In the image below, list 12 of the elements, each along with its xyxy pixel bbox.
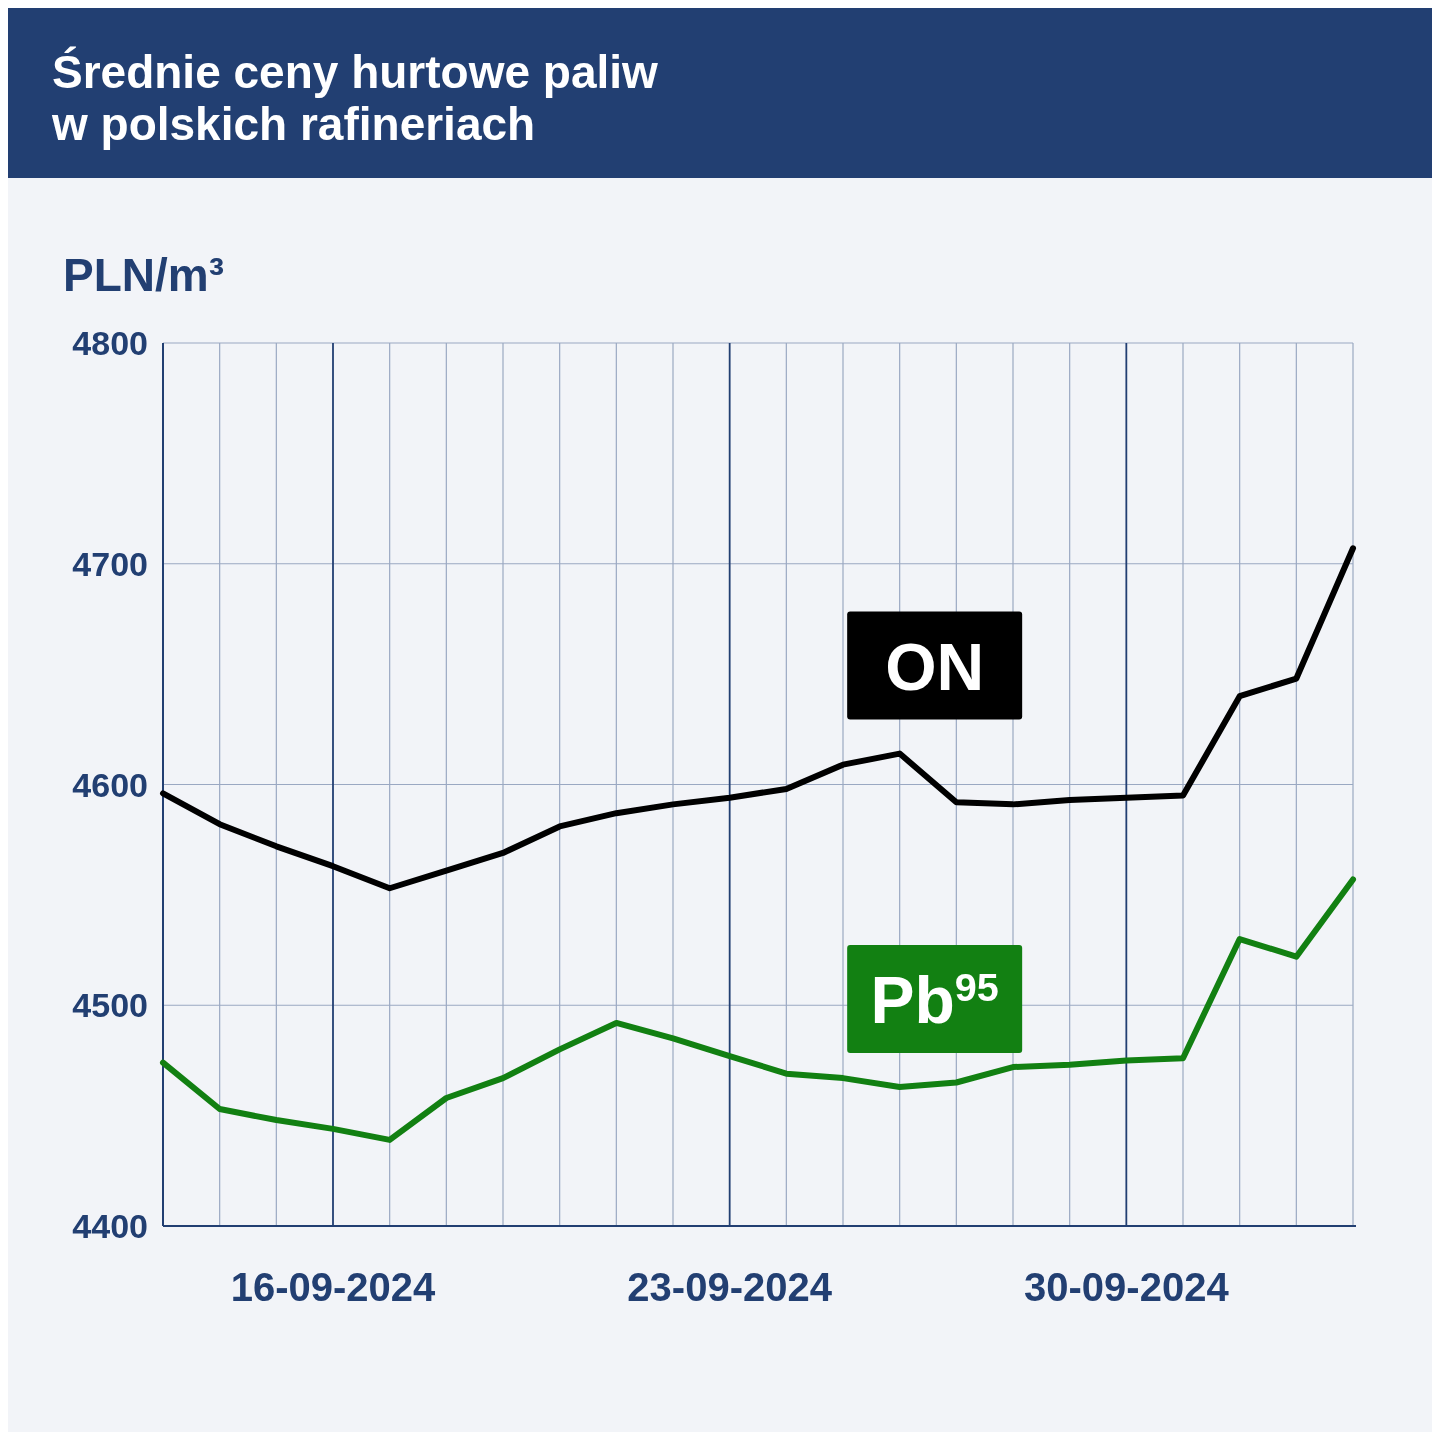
y-tick-label: 4400 (72, 1207, 148, 1245)
x-tick-label: 16-09-2024 (230, 1265, 437, 1309)
chart-title: Średnie ceny hurtowe paliw w polskich rafineriach (51, 46, 659, 150)
y-tick-label: 4800 (72, 324, 148, 362)
y-axis-title: PLN/m³ (63, 249, 224, 301)
x-tick-label: 30-09-2024 (1024, 1265, 1230, 1309)
y-tick-label: 4700 (72, 544, 148, 583)
x-tick-label: 23-09-2024 (627, 1265, 833, 1309)
y-tick-label: 4500 (72, 986, 148, 1025)
y-tick-label: 4600 (72, 765, 148, 804)
series-label: Pb$^{95}$ (870, 962, 999, 1037)
series-label: ON (885, 629, 985, 704)
